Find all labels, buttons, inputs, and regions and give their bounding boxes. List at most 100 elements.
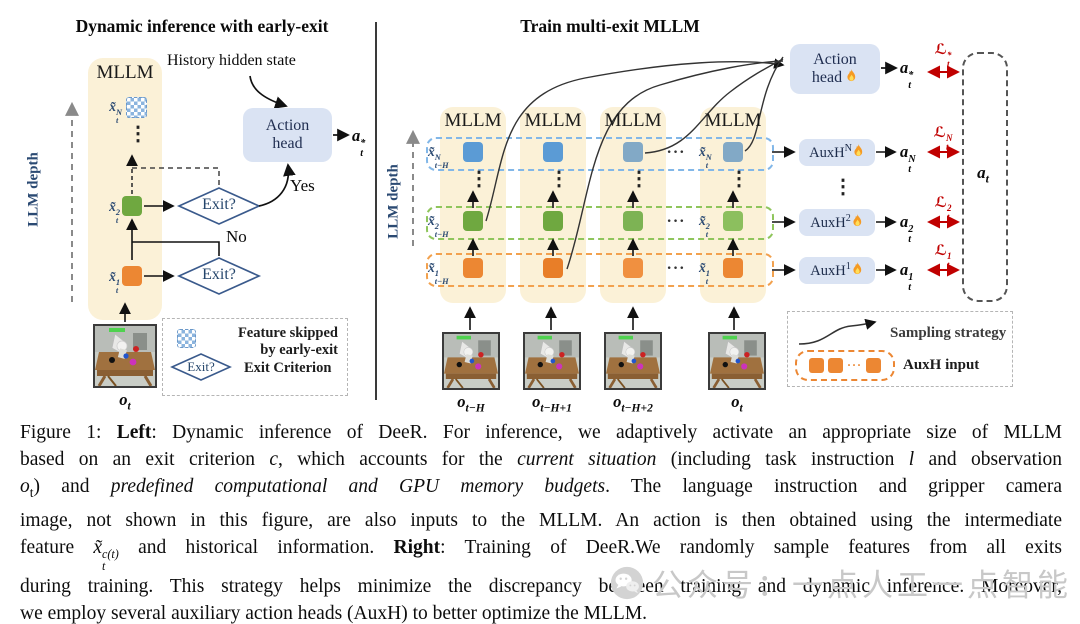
blue-square-2 (543, 142, 563, 162)
x2-square (122, 196, 142, 216)
orange-square-2 (543, 258, 563, 278)
legend-right (787, 311, 1013, 387)
row-label-1-left: x̃ 1 t−H (428, 260, 449, 287)
vdots-aux: ⋮ (833, 176, 853, 198)
orange-square-1 (463, 258, 483, 278)
obs-label-3: ot−H+2 (613, 392, 653, 415)
flame-icon (851, 213, 864, 232)
history-arrow (249, 75, 288, 109)
green-square-2 (543, 211, 563, 231)
blue-square-3 (623, 142, 643, 162)
exit-text-mid: Exit? (202, 196, 236, 213)
sampling-strategy-icon (798, 318, 877, 345)
row-ellipsis-n: ··· (666, 144, 686, 161)
no-label: No (226, 227, 247, 246)
obs-image-3 (604, 332, 662, 390)
caption-line: we employ several auxiliary action heads… (20, 603, 648, 624)
obs-image-2 (523, 332, 581, 390)
target-action-label: at (977, 163, 989, 186)
legend-sampling-label: Sampling strategy (890, 325, 1007, 341)
vdots-col1: ⋮ (469, 168, 489, 190)
flame-icon (852, 143, 865, 162)
obs-label-4: ot (731, 392, 743, 415)
orange-square-4 (723, 258, 743, 278)
caption-line: based on an exit criterion c, which acco… (20, 449, 1062, 471)
yes-curve-arrow (258, 163, 296, 207)
mllm-label-2: MLLM (524, 110, 582, 131)
legend-left (162, 318, 348, 396)
obs-label-1: ot−H (457, 392, 485, 415)
caption-line: during training. This strategy helps min… (20, 575, 1062, 597)
loss-star: ℒ * t (934, 42, 952, 70)
caption-line: Figure 1: Left: Dynamic inference of Dee… (20, 422, 1062, 443)
obs-image-4 (708, 332, 766, 390)
obs-label-2: ot−H+1 (532, 392, 572, 415)
vdots-col2: ⋮ (549, 168, 569, 190)
green-square-4 (723, 211, 743, 231)
obs-image-1 (442, 332, 500, 390)
x-2-label: x̃ 2 t (109, 199, 120, 226)
x1-square (122, 266, 142, 286)
legend-skipped-square (177, 329, 196, 348)
mllm-label-left: MLLM (96, 62, 154, 83)
blue-square-4 (723, 142, 743, 162)
vdots-left: ⋮ (128, 123, 148, 145)
obs-label-left: ot (119, 390, 131, 413)
caption-line: ot) and predefined computational and GPU… (20, 476, 1062, 501)
legend-exit-criterion: Exit Criterion (244, 360, 332, 376)
flame-icon (845, 69, 858, 87)
green-square-3 (623, 211, 643, 231)
green-square-1 (463, 211, 483, 231)
row-label-2-left: x̃ 2 t−H (428, 213, 449, 240)
exit-text-bottom: Exit? (202, 266, 236, 283)
auxh-input-icon: ··· (795, 350, 895, 381)
watermark-text: 公众号：一点人工一点智能 (652, 568, 1072, 604)
auxh-n-box: AuxHN (799, 139, 875, 166)
auxh-2-box: AuxH2 (799, 209, 875, 236)
left-panel-title: Dynamic inference with early-exit (75, 16, 329, 36)
vdots-col4: ⋮ (729, 168, 749, 190)
blue-square-1 (463, 142, 483, 162)
row-ellipsis-2: ··· (666, 213, 686, 230)
action-head-right: Action head (790, 44, 880, 94)
llm-depth-label-left: LLM depth (25, 152, 42, 227)
wechat-icon (610, 566, 644, 599)
a-star-left: a * t (352, 126, 366, 160)
a-star-right: a * t (900, 58, 914, 92)
flame-icon (851, 261, 864, 280)
yes-label: Yes (290, 176, 315, 195)
legend-feature-skipped: Feature skipped by early-exit (237, 325, 338, 359)
target-action-box (962, 52, 1008, 302)
diagram: Dynamic inference with early-exit LLM de… (25, 16, 1013, 415)
row-label-2-right: x̃ 2 t (699, 213, 710, 240)
row-label-1-right: x̃ 1 t (699, 260, 710, 287)
auxh-1-box: AuxH1 (799, 257, 875, 284)
llm-depth-label-right: LLM depth (385, 164, 402, 239)
vdots-col3: ⋮ (629, 168, 649, 190)
obs-image-left (93, 324, 157, 388)
caption-line: image, not shown in this figure, are als… (20, 509, 1062, 531)
mllm-label-1: MLLM (444, 110, 502, 131)
mllm-label-3: MLLM (604, 110, 662, 131)
skipped-feature-square (126, 97, 147, 118)
watermark: 公众号：一点人工一点智能 (610, 560, 1072, 605)
orange-square-3 (623, 258, 643, 278)
x-1-label: x̃ 1 t (109, 269, 120, 296)
legend-exit-text: Exit? (187, 359, 215, 374)
action-head-left: Action head (243, 108, 332, 162)
mllm-label-4: MLLM (704, 110, 762, 131)
caption-line: feature x̃ c(t) t and historical informati… (20, 536, 1062, 574)
right-panel-title: Train multi-exit MLLM (520, 16, 700, 36)
legend-auxh-label: AuxH input (903, 357, 980, 373)
row-ellipsis-1: ··· (666, 260, 686, 277)
